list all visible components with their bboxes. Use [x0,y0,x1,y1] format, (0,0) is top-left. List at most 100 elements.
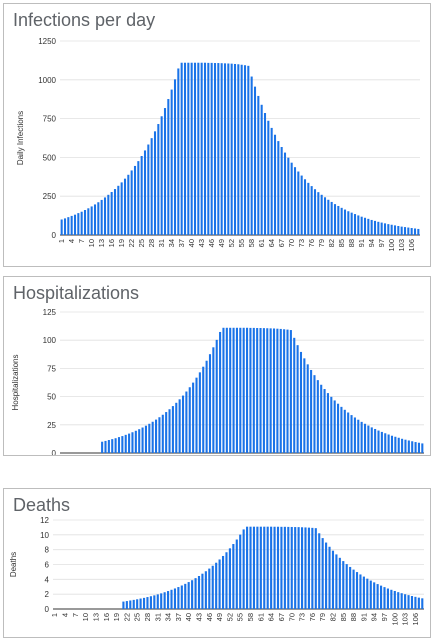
bar [183,62,187,236]
bar [97,202,100,235]
x-tick-label: 91 [357,239,366,247]
bar [167,99,170,235]
chart-title: Hospitalizations [13,283,140,303]
bar [349,566,352,609]
x-tick-label: 94 [367,239,376,247]
bar [246,526,249,609]
x-tick-label: 67 [277,239,286,247]
bar [240,64,243,235]
y-tick-label: 0 [45,605,50,614]
bar [325,542,328,609]
bar [148,423,151,453]
bar [350,415,353,453]
bar [163,108,167,235]
x-tick-label: 22 [127,239,136,247]
bar [387,434,390,453]
bar [263,526,266,609]
bar [111,439,114,453]
bar [377,430,380,453]
bar [386,588,389,609]
bar [114,438,117,453]
x-tick-label: 16 [107,239,116,247]
bar [200,62,203,236]
bar [228,548,231,609]
bar [256,328,259,453]
x-tick-label: 103 [401,613,410,626]
y-tick-label: 100 [43,336,57,345]
bar [387,224,390,235]
x-tick-label: 16 [102,613,111,621]
bar [129,600,132,609]
y-tick-label: 6 [45,561,50,570]
bar [230,63,233,235]
bar [333,400,336,453]
bar [417,597,420,609]
bar [144,425,147,453]
bar [120,182,123,235]
bar [233,63,237,235]
x-tick-label: 67 [277,613,286,621]
bar [188,387,191,453]
bar [194,578,197,609]
x-tick-label: 4 [61,613,70,617]
bar [250,76,253,235]
x-tick-label: 28 [147,239,156,247]
bar [320,194,323,235]
bar [393,590,396,609]
bar [193,62,197,236]
bar [380,222,383,235]
bar [142,597,146,610]
bar [347,211,350,235]
bar [140,156,143,235]
bar [300,527,304,609]
bar [345,564,348,609]
bar [403,227,407,235]
x-tick-label: 19 [117,239,126,247]
x-tick-label: 10 [81,613,90,621]
y-tick-label: 125 [43,308,57,317]
bar [310,369,313,453]
bar [181,395,185,453]
bar [130,170,133,235]
bar [237,64,240,235]
bar [201,573,204,609]
bar [203,62,207,236]
bar [208,354,212,453]
y-tick-label: 75 [47,364,56,373]
bar [107,194,110,235]
bar [227,63,230,235]
bar [253,86,257,235]
y-tick-label: 1250 [38,37,56,46]
bar [177,68,180,235]
bar [266,328,269,453]
x-tick-label: 37 [177,239,186,247]
bar [283,329,286,453]
bar [279,328,282,453]
bar [357,215,360,235]
bar [296,345,299,453]
bar [266,526,269,609]
bar [272,328,276,453]
bar [262,328,265,453]
y-axis-label: Deaths [9,552,18,577]
bar [133,165,137,235]
y-tick-label: 12 [40,516,49,525]
bar [175,402,178,453]
bar [171,406,174,453]
x-tick-label: 34 [164,613,173,621]
bar [134,430,137,453]
bar [363,423,367,453]
x-tick-label: 73 [297,239,306,247]
bar [337,205,340,235]
bar [178,399,181,453]
bar [232,327,235,453]
x-tick-label: 46 [205,613,214,621]
bar [318,533,321,609]
bar [353,417,356,453]
bar [397,226,400,235]
bar [63,218,67,235]
x-tick-label: 13 [91,613,100,621]
x-tick-label: 55 [237,239,246,247]
bar [70,215,73,235]
bar [383,223,387,235]
